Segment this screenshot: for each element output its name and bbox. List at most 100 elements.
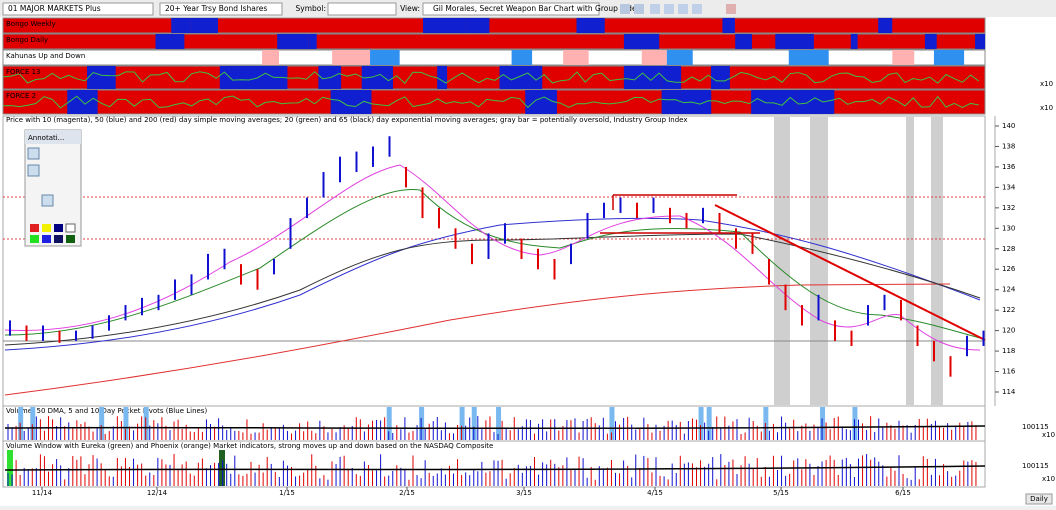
strip-segment <box>641 50 667 65</box>
period-button[interactable] <box>1025 493 1053 505</box>
trend-line <box>714 204 986 341</box>
strip-line <box>2 95 979 109</box>
icon[interactable] <box>726 4 736 14</box>
strip-segment <box>623 66 662 89</box>
y-tick-label: 136 <box>1002 163 1016 171</box>
period: Daily <box>1030 495 1048 503</box>
toolbar-icons <box>620 4 736 14</box>
pocket-pivot <box>609 407 615 440</box>
strip-segment <box>661 90 681 114</box>
y-tick-label: 126 <box>1002 265 1016 273</box>
strip-segment <box>190 18 218 33</box>
icon[interactable] <box>678 4 688 14</box>
window-ma <box>4 465 986 471</box>
panel-label: FORCE 13 <box>6 68 41 76</box>
strip-segment <box>86 66 116 89</box>
y-tick-label: 118 <box>1002 347 1015 355</box>
strip <box>2 49 986 66</box>
unit: x10 <box>1040 104 1053 112</box>
ma-10 <box>4 164 981 351</box>
strip-segment <box>623 34 660 49</box>
strip-segment <box>788 50 829 65</box>
strip-segment <box>466 18 490 33</box>
ema-20 <box>4 189 981 339</box>
strip-segment <box>437 66 448 89</box>
y-tick-label: 122 <box>1002 306 1015 314</box>
view-select[interactable] <box>422 2 600 16</box>
pocket-pivot <box>706 407 712 440</box>
panel-label: Kahunas Up and Down <box>6 52 85 60</box>
strip-segment <box>422 18 467 33</box>
strip-segment <box>722 18 735 33</box>
list-select[interactable] <box>2 2 154 16</box>
panel-label: Volume Window with Eureka (green) and Ph… <box>6 442 493 450</box>
pocket-pivot <box>496 407 502 440</box>
symbol-name: 20+ Year Trsy Bond Ishares <box>165 4 267 13</box>
color[interactable] <box>54 224 63 232</box>
volume-ma <box>4 425 986 430</box>
strip-segment <box>680 90 712 114</box>
strip-segment <box>277 34 309 49</box>
strip-segment <box>796 90 835 114</box>
strip-segment <box>878 18 893 33</box>
color[interactable] <box>42 235 51 243</box>
strip-line <box>2 71 980 84</box>
icon[interactable] <box>650 4 660 14</box>
symbol-select[interactable] <box>159 2 283 16</box>
unit: x10 <box>1042 431 1055 439</box>
icon[interactable] <box>620 4 630 14</box>
annotation-palette: Annotati... <box>24 129 82 247</box>
view-label: View: <box>400 4 420 13</box>
panel-label: Bongo Daily <box>6 36 48 44</box>
strip-segment <box>661 66 682 89</box>
pocket-pivot <box>386 407 392 440</box>
panel-label: Bongo Weekly <box>6 20 56 28</box>
strip-segment <box>666 50 693 65</box>
strip-segment <box>370 50 400 65</box>
y-ticks: 114 116 118 120 122 124 126 128 130 132 134 136 138 1… <box>995 122 1016 396</box>
panel-label: FORCE 2 <box>6 92 36 100</box>
strip-segment <box>850 34 858 49</box>
strip <box>2 33 986 50</box>
strip-segment <box>710 66 730 89</box>
tool[interactable] <box>27 147 40 160</box>
tool[interactable] <box>27 164 40 177</box>
strip-segment <box>499 66 543 89</box>
palette-title-bar <box>25 130 81 144</box>
tool[interactable] <box>41 194 54 207</box>
color[interactable] <box>30 224 39 232</box>
pocket-pivot <box>471 407 477 440</box>
icon[interactable] <box>634 4 644 14</box>
icon[interactable] <box>664 4 674 14</box>
icon[interactable] <box>692 4 702 14</box>
color[interactable] <box>42 224 51 232</box>
pocket-pivot <box>30 407 36 440</box>
pocket-pivot <box>99 407 105 440</box>
strip-segment <box>735 34 752 49</box>
strip-segment <box>155 34 185 49</box>
list-name: 01 MAJOR MARKETS Plus <box>8 4 101 13</box>
price-bars <box>9 136 985 377</box>
y-tick-label: 130 <box>1002 224 1015 232</box>
strip <box>2 89 986 115</box>
color[interactable] <box>66 235 75 243</box>
strip-segment <box>775 34 814 49</box>
x-tick-label: 11/14 <box>32 489 53 497</box>
volume-window-panel <box>2 440 986 488</box>
color[interactable] <box>54 235 63 243</box>
tick: 100115 <box>1022 462 1049 470</box>
tick: 100115 <box>1022 423 1049 431</box>
symbol-input[interactable] <box>327 2 397 16</box>
color[interactable] <box>30 235 39 243</box>
strip-segment <box>525 90 557 114</box>
y-tick-label: 114 <box>1002 388 1016 396</box>
pocket-pivot <box>123 407 129 440</box>
color[interactable] <box>65 223 76 233</box>
x-axis: 11/14 12/14 1/15 2/15 3/15 4/15 5/15 6/15 <box>32 487 911 497</box>
y-tick-label: 134 <box>1002 183 1016 191</box>
strip-segment <box>262 50 279 65</box>
x-tick-label: 1/15 <box>279 489 295 497</box>
x-tick-label: 12/14 <box>147 489 168 497</box>
strip-segment <box>751 90 797 114</box>
